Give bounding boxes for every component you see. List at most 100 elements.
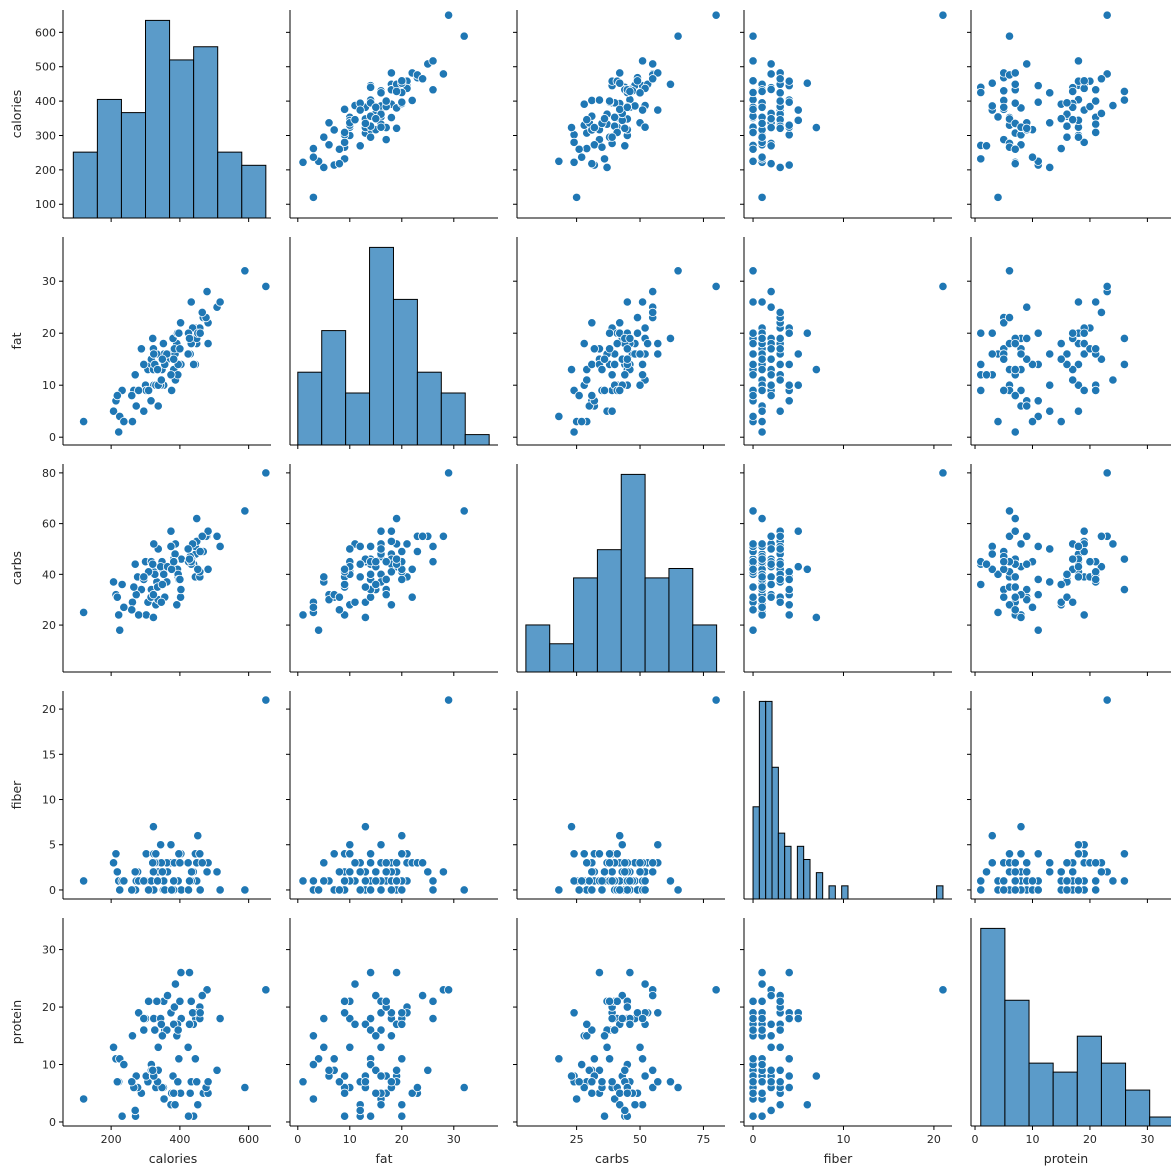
scatter-point xyxy=(1004,531,1015,541)
scatter-point xyxy=(784,1013,794,1024)
scatter-point xyxy=(391,858,402,868)
scatter-point xyxy=(175,858,185,868)
scatter-point xyxy=(757,513,767,524)
scatter-point xyxy=(215,885,225,895)
scatter-point xyxy=(197,307,207,317)
scatter-point xyxy=(203,564,213,574)
scatter-point xyxy=(376,885,386,895)
scatter-point xyxy=(602,162,612,173)
scatter-point xyxy=(149,539,159,549)
scatter-point xyxy=(648,990,658,1001)
hist-bar xyxy=(596,549,622,673)
scatter-point xyxy=(587,1077,597,1087)
scatter-point xyxy=(1033,574,1043,585)
scatter-point xyxy=(938,10,948,20)
scatter-point xyxy=(1108,100,1118,111)
scatter-point xyxy=(784,600,794,610)
scatter-point xyxy=(775,544,785,554)
scatter-point xyxy=(162,990,173,1001)
scatter-point xyxy=(1091,876,1101,886)
scatter-point xyxy=(569,137,579,147)
scatter-point xyxy=(139,359,149,369)
scatter-point xyxy=(334,885,344,895)
scatter-point xyxy=(170,1100,180,1110)
scatter-point xyxy=(339,1088,350,1098)
scatter-point xyxy=(748,1088,758,1098)
scatter-point xyxy=(1108,539,1118,549)
scatter-point xyxy=(381,135,391,145)
scatter-point xyxy=(757,86,767,97)
panel-fiber-vs-fiber xyxy=(743,691,952,903)
scatter-point xyxy=(987,549,997,559)
scatter-point xyxy=(1119,584,1130,595)
scatter-point xyxy=(757,610,767,620)
scatter-point xyxy=(587,318,597,328)
scatter-point xyxy=(339,564,350,574)
scatter-point xyxy=(748,557,758,567)
scatter-point xyxy=(391,123,402,133)
scatter-point xyxy=(1033,81,1043,91)
scatter-point xyxy=(386,1008,396,1018)
scatter-point xyxy=(784,574,794,585)
x-tick-label: 25 xyxy=(570,1133,584,1146)
scatter-point xyxy=(648,1065,658,1075)
scatter-point xyxy=(153,1042,163,1052)
scatter-point xyxy=(1056,867,1066,877)
scatter-point xyxy=(1010,605,1020,615)
x-axis-label-fiber: fiber xyxy=(824,1151,853,1166)
scatter-point xyxy=(183,544,193,554)
scatter-point xyxy=(360,1019,370,1029)
scatter-point xyxy=(174,1054,184,1064)
scatter-point xyxy=(1010,858,1020,868)
scatter-point xyxy=(308,602,318,612)
panel-fiber-vs-fat xyxy=(286,691,498,903)
scatter-point xyxy=(976,154,986,164)
scatter-point xyxy=(640,323,650,333)
scatter-point xyxy=(766,579,776,590)
scatter-point xyxy=(141,849,151,859)
y-tick-label: 300 xyxy=(35,129,56,142)
scatter-point xyxy=(298,1077,308,1087)
scatter-point xyxy=(1073,840,1084,850)
scatter-point xyxy=(648,74,658,84)
scatter-point xyxy=(637,297,648,307)
scatter-point xyxy=(386,600,396,610)
scatter-point xyxy=(635,380,645,390)
scatter-point xyxy=(136,344,146,354)
scatter-point xyxy=(775,1100,785,1110)
scatter-point xyxy=(615,1100,625,1110)
scatter-point xyxy=(371,867,381,877)
hist-bar xyxy=(193,46,219,219)
scatter-point xyxy=(757,979,767,989)
scatter-point xyxy=(597,876,607,886)
scatter-point xyxy=(443,985,454,995)
scatter-point xyxy=(175,344,185,354)
scatter-point xyxy=(345,544,355,554)
hist-bar xyxy=(841,885,849,900)
scatter-point xyxy=(365,885,376,895)
hist-bar xyxy=(169,59,195,219)
scatter-point xyxy=(775,333,785,343)
scatter-point xyxy=(1062,359,1072,369)
y-tick-label: 20 xyxy=(42,1001,56,1014)
panel-calories-vs-fat xyxy=(286,10,498,222)
scatter-point xyxy=(376,1100,386,1110)
scatter-point xyxy=(1062,569,1072,579)
scatter-point xyxy=(617,1013,627,1024)
scatter-point xyxy=(793,349,803,359)
scatter-point xyxy=(79,876,89,886)
scatter-point xyxy=(574,144,584,154)
scatter-point xyxy=(1079,385,1089,395)
scatter-point xyxy=(134,385,144,395)
scatter-point xyxy=(793,380,803,390)
scatter-point xyxy=(391,967,402,978)
scatter-point xyxy=(1010,513,1020,524)
scatter-point xyxy=(574,885,584,895)
scatter-point xyxy=(1045,867,1055,877)
scatter-point xyxy=(802,78,812,88)
scatter-point xyxy=(334,144,344,154)
scatter-point xyxy=(757,1088,767,1098)
scatter-point xyxy=(569,157,579,167)
scatter-point xyxy=(757,152,767,162)
scatter-point xyxy=(748,31,758,41)
